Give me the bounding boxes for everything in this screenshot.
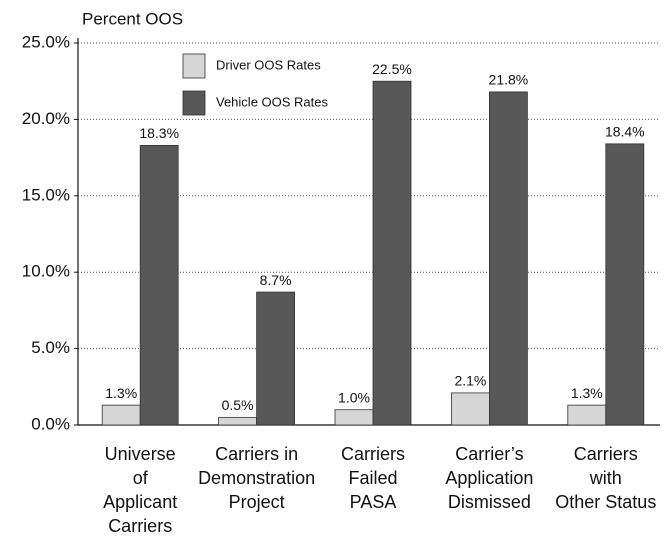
x-tick-label: Carriers <box>108 516 172 536</box>
value-label: 18.4% <box>605 124 645 140</box>
y-tick-label: 10.0% <box>22 262 70 281</box>
value-label: 1.0% <box>338 389 370 405</box>
value-label: 1.3% <box>571 385 603 401</box>
value-label: 21.8% <box>489 72 529 88</box>
legend-swatch <box>182 53 206 79</box>
bar <box>256 291 296 426</box>
x-tick-label: with <box>589 468 622 488</box>
bar <box>334 409 374 426</box>
x-tick-label: Carrier’s <box>455 444 523 464</box>
x-tick-label: Project <box>229 492 285 512</box>
bar <box>139 144 179 426</box>
x-tick-label: Dismissed <box>448 492 531 512</box>
x-tick-label: Carriers <box>341 444 405 464</box>
bar <box>488 91 528 426</box>
x-tick-label: Demonstration <box>198 468 315 488</box>
value-label: 18.3% <box>139 125 179 141</box>
x-tick-label: Carriers <box>574 444 638 464</box>
bar <box>605 143 645 426</box>
x-tick-label: PASA <box>350 492 397 512</box>
value-label: 0.5% <box>222 397 254 413</box>
legend-label: Driver OOS Rates <box>216 57 321 72</box>
legend-label: Vehicle OOS Rates <box>216 94 328 109</box>
value-label: 1.3% <box>105 385 137 401</box>
value-label: 8.7% <box>260 272 292 288</box>
bar <box>372 80 412 426</box>
bar <box>101 404 141 426</box>
x-tick-label: Applicant <box>103 492 177 512</box>
bar <box>567 404 607 426</box>
x-tick-label: Failed <box>348 468 397 488</box>
y-axis-label: Percent OOS <box>82 9 183 28</box>
y-tick-label: 15.0% <box>22 185 70 204</box>
legend-swatch <box>182 90 206 116</box>
x-tick-label: of <box>133 468 149 488</box>
x-tick-label: Carriers in <box>215 444 298 464</box>
value-label: 2.1% <box>454 373 486 389</box>
y-tick-label: 25.0% <box>22 32 70 51</box>
bar <box>218 416 258 426</box>
x-tick-label: Application <box>445 468 533 488</box>
value-label: 22.5% <box>372 61 412 77</box>
y-tick-label: 20.0% <box>22 109 70 128</box>
y-tick-label: 0.0% <box>31 414 70 433</box>
x-tick-label: Other Status <box>555 492 656 512</box>
x-tick-label: Universe <box>105 444 176 464</box>
bar <box>450 392 490 426</box>
y-tick-label: 5.0% <box>31 338 70 357</box>
